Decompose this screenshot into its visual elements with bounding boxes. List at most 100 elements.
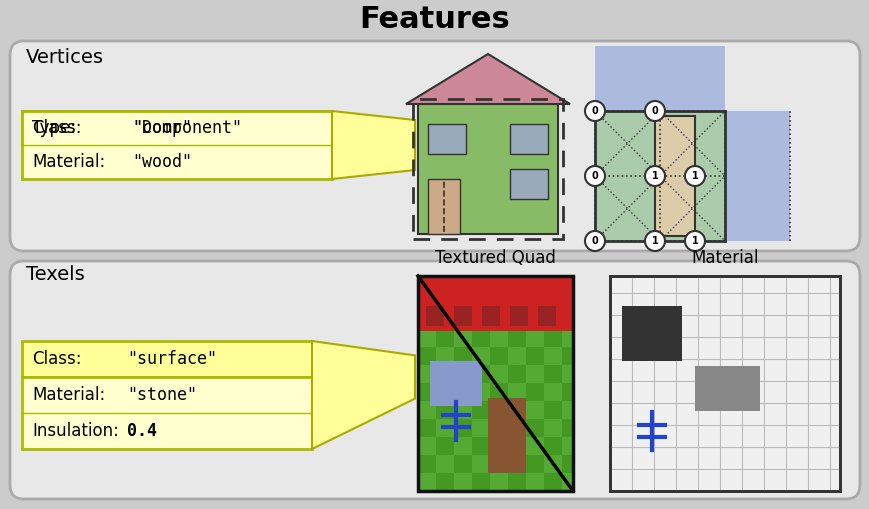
Bar — [435, 473, 454, 491]
Bar — [22, 111, 332, 145]
Bar — [22, 341, 312, 377]
Bar — [543, 331, 561, 347]
Text: "surface": "surface" — [127, 350, 216, 368]
Bar — [526, 331, 543, 347]
Bar — [526, 455, 543, 473]
Bar — [472, 347, 489, 365]
Circle shape — [584, 101, 604, 121]
Bar — [526, 473, 543, 491]
Bar — [594, 111, 660, 176]
Bar — [561, 401, 573, 419]
Bar — [724, 111, 789, 176]
Text: 0: 0 — [591, 236, 598, 246]
Bar — [435, 347, 454, 365]
Bar — [22, 377, 312, 449]
Circle shape — [584, 231, 604, 251]
Bar — [417, 455, 435, 473]
Bar — [561, 331, 573, 347]
Bar — [561, 419, 573, 437]
Circle shape — [584, 166, 604, 186]
Text: 1: 1 — [691, 171, 698, 181]
Bar — [654, 116, 694, 236]
Text: 1: 1 — [651, 236, 658, 246]
Bar — [435, 365, 454, 383]
Circle shape — [644, 166, 664, 186]
Bar — [454, 419, 472, 437]
Bar — [428, 124, 466, 154]
Bar — [660, 111, 724, 176]
Bar — [509, 169, 547, 199]
Bar — [561, 455, 573, 473]
Bar — [435, 383, 454, 401]
Circle shape — [644, 101, 664, 121]
Bar — [509, 124, 547, 154]
Bar — [417, 473, 435, 491]
Bar — [428, 179, 460, 234]
Bar — [537, 306, 555, 326]
Bar — [489, 419, 507, 437]
Bar — [435, 419, 454, 437]
Bar — [472, 401, 489, 419]
Bar — [543, 419, 561, 437]
Bar — [454, 455, 472, 473]
Bar — [561, 437, 573, 455]
Bar — [543, 383, 561, 401]
Bar — [417, 383, 435, 401]
Text: Class:: Class: — [32, 119, 82, 137]
Text: Material:: Material: — [32, 386, 105, 404]
Bar — [489, 347, 507, 365]
Bar — [435, 437, 454, 455]
Bar — [526, 401, 543, 419]
Bar — [435, 455, 454, 473]
Bar — [526, 419, 543, 437]
Bar — [435, 331, 454, 347]
Bar — [660, 176, 724, 241]
Text: Material:: Material: — [32, 153, 105, 171]
Text: Type:: Type: — [32, 119, 76, 137]
Bar — [594, 46, 660, 111]
Bar — [489, 437, 507, 455]
Bar — [472, 437, 489, 455]
Text: Texels: Texels — [26, 265, 84, 284]
Bar — [561, 365, 573, 383]
Bar — [660, 46, 724, 111]
Bar — [561, 347, 573, 365]
Bar — [609, 276, 839, 491]
Bar — [526, 347, 543, 365]
Bar — [543, 365, 561, 383]
Bar — [417, 276, 573, 331]
Bar — [509, 306, 527, 326]
Text: Insulation:: Insulation: — [32, 422, 119, 440]
Bar — [417, 104, 557, 234]
Bar — [621, 306, 681, 361]
Text: Material: Material — [691, 249, 758, 267]
Bar — [472, 455, 489, 473]
Bar — [417, 401, 435, 419]
Bar — [694, 366, 760, 411]
Bar — [454, 473, 472, 491]
Text: 0: 0 — [651, 106, 658, 116]
Bar — [481, 306, 500, 326]
Bar — [454, 365, 472, 383]
Bar — [489, 365, 507, 383]
Bar — [472, 331, 489, 347]
Bar — [472, 473, 489, 491]
Text: Textured Quad: Textured Quad — [434, 249, 555, 267]
Bar — [507, 437, 526, 455]
Text: 1: 1 — [691, 236, 698, 246]
Bar — [507, 473, 526, 491]
Bar — [724, 176, 789, 241]
Bar — [526, 365, 543, 383]
Bar — [454, 306, 472, 326]
Bar — [507, 331, 526, 347]
Bar — [454, 401, 472, 419]
Bar — [489, 383, 507, 401]
FancyBboxPatch shape — [10, 261, 859, 499]
FancyBboxPatch shape — [10, 41, 859, 251]
Text: 0: 0 — [591, 106, 598, 116]
Bar — [543, 401, 561, 419]
Text: "component": "component" — [132, 119, 242, 137]
Text: 0: 0 — [591, 171, 598, 181]
Bar — [489, 331, 507, 347]
Text: Vertices: Vertices — [26, 47, 104, 67]
